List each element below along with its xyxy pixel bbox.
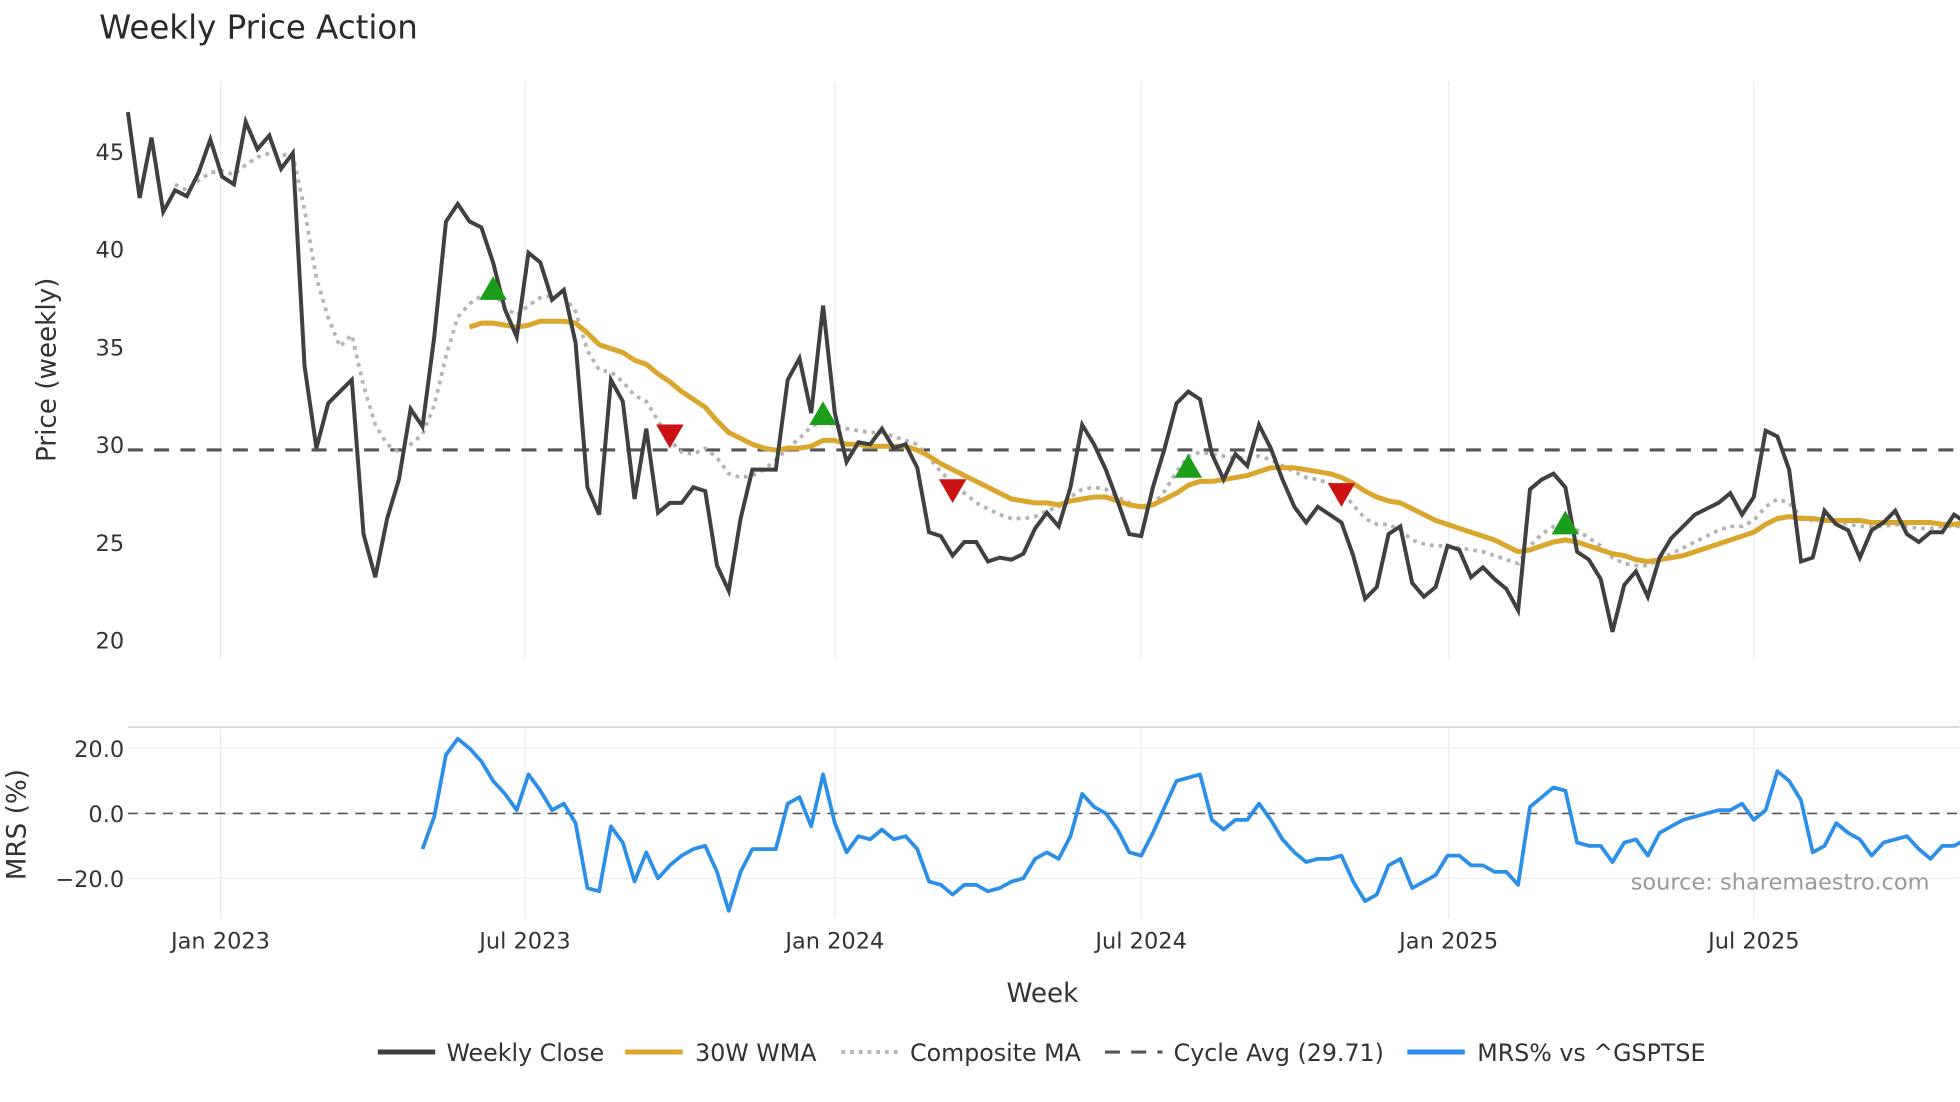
legend-mrs: MRS% vs ^GSPTSE (1477, 1039, 1705, 1067)
sell-signal-marker (938, 479, 967, 503)
x-tick-label: Jul 2024 (1093, 928, 1186, 954)
price-y-tick-label: 35 (96, 335, 125, 361)
mrs-y-tick-label: 20.0 (74, 737, 124, 763)
legend-weekly-close: Weekly Close (446, 1039, 604, 1067)
sell-signal-marker (656, 424, 684, 449)
weekly-close-line (125, 111, 1960, 633)
buy-signal-marker (1551, 510, 1580, 535)
composite-ma-line (174, 151, 1960, 568)
buy-signal-marker (809, 401, 837, 425)
chart-title: Weekly Price Action (99, 9, 418, 47)
x-tick-label: Jan 2023 (169, 928, 270, 954)
wma-30w-line (468, 318, 1960, 564)
price-y-axis-title: Price (weekly) (32, 278, 62, 462)
price-y-axis: 20 25 30 35 40 45 (96, 140, 125, 655)
legend: Weekly Close 30W WMA Composite MA Cycle … (377, 1039, 1705, 1067)
x-tick-label: Jul 2025 (1706, 928, 1799, 954)
mrs-line (420, 736, 1960, 913)
price-y-tick-label: 45 (96, 140, 125, 166)
mrs-y-tick-label: 0.0 (88, 802, 124, 828)
buy-signal-marker (1174, 454, 1203, 478)
price-y-tick-label: 20 (96, 628, 125, 654)
x-axis-title: Week (1007, 979, 1080, 1009)
legend-wma: 30W WMA (695, 1039, 817, 1067)
vertical-gridlines (219, 81, 1755, 919)
mrs-y-tick-label: −20.0 (55, 867, 124, 893)
sell-signal-marker (1327, 483, 1356, 507)
buy-signal-marker (479, 276, 507, 300)
price-y-tick-label: 25 (96, 531, 125, 557)
source-label: source: sharemaestro.com (1631, 870, 1930, 896)
price-y-tick-label: 30 (96, 433, 125, 459)
x-tick-label: Jan 2025 (1397, 928, 1498, 954)
x-axis: Jan 2023 Jul 2023 Jan 2024 Jul 2024 Jan 2025… (169, 928, 1800, 954)
legend-composite-ma: Composite MA (910, 1039, 1082, 1067)
x-tick-label: Jan 2024 (783, 928, 884, 954)
price-y-tick-label: 40 (96, 238, 125, 264)
legend-cycle-avg: Cycle Avg (29.71) (1174, 1039, 1384, 1067)
mrs-y-axis-title: MRS (%) (2, 769, 32, 880)
x-tick-label: Jul 2023 (477, 928, 570, 954)
signal-markers (479, 276, 1580, 535)
plot-lines (125, 111, 1960, 913)
